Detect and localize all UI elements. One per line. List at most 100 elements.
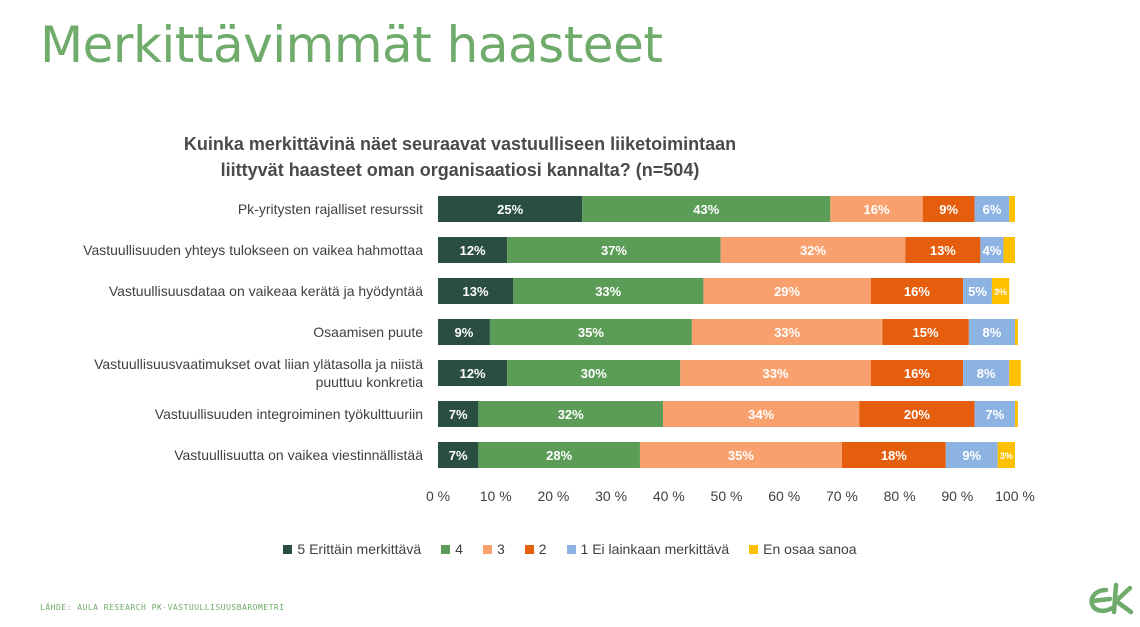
category-label: Vastuullisuusdataa on vaikeaa kerätä ja … (109, 283, 423, 299)
bar-segment (582, 196, 831, 222)
bar-segment (1009, 196, 1015, 222)
source-note: LÄHDE: AULA RESEARCH PK-VASTUULLISUUSBAR… (40, 603, 285, 612)
legend-item: 2 (524, 541, 547, 557)
bar-segment (1003, 237, 1015, 263)
x-tick-label: 40 % (653, 488, 685, 504)
data-label: 6% (983, 202, 1002, 217)
data-label: 35% (578, 325, 604, 340)
stacked-bar-chart: Pk-yritysten rajalliset resurssit 25% 43% 1… (83, 196, 1035, 504)
x-tick-label: 30 % (595, 488, 627, 504)
bar-segment (438, 196, 583, 222)
data-label: 33% (774, 325, 800, 340)
chart-title-line: liittyvät haasteet oman organisaatiosi k… (220, 160, 700, 180)
bar-segment (438, 278, 514, 304)
legend-swatch (283, 544, 293, 554)
x-tick-label: 20 % (537, 488, 569, 504)
category-label: Osaamisen puute (313, 324, 423, 340)
data-label: 32% (558, 407, 584, 422)
legend-label: 3 (496, 541, 505, 557)
data-label: 29% (774, 284, 800, 299)
legend-swatch (566, 544, 576, 554)
data-label: 7% (449, 407, 468, 422)
category-label: Pk-yritysten rajalliset resurssit (238, 201, 423, 217)
bar-segment (974, 401, 1015, 427)
data-label: 4% (983, 243, 1002, 258)
bar-segment (963, 360, 1010, 386)
bar-segment (663, 401, 860, 427)
bar-segment (438, 319, 490, 345)
legend-label: En osaa sanoa (763, 541, 857, 557)
data-label: 3% (994, 287, 1007, 297)
bar-segment (513, 278, 704, 304)
data-label: 34% (748, 407, 774, 422)
bar-segment (478, 401, 664, 427)
data-label: 43% (693, 202, 719, 217)
data-label: 32% (800, 243, 826, 258)
legend-item: 3 (482, 541, 505, 557)
data-label: 7% (985, 407, 1004, 422)
x-tick-label: 10 % (480, 488, 512, 504)
category-label: Vastuullisuuden integroiminen työkulttuu… (155, 406, 423, 422)
data-label: 5% (968, 284, 987, 299)
x-tick-label: 80 % (884, 488, 916, 504)
category-label: Vastuullisuusvaatimukset ovat liian ylät… (94, 356, 423, 390)
x-tick-label: 50 % (711, 488, 743, 504)
legend-item: 4 (441, 541, 463, 557)
data-label: 16% (904, 366, 930, 381)
bar-segment (438, 442, 479, 468)
bar-segment (945, 442, 998, 468)
data-label: 20% (904, 407, 930, 422)
data-label: 16% (904, 284, 930, 299)
data-label: 9% (939, 202, 958, 217)
data-label: 33% (595, 284, 621, 299)
x-tick-label: 0 % (426, 488, 450, 504)
data-label: 3% (1000, 451, 1013, 461)
legend-label: 2 (538, 541, 547, 557)
bar-segment (841, 442, 946, 468)
bar-segment (489, 319, 692, 345)
data-label: 13% (462, 284, 488, 299)
x-tick-label: 60 % (768, 488, 800, 504)
bar-segment (703, 278, 871, 304)
legend-label: 4 (455, 541, 463, 557)
ek-logo-icon (1089, 582, 1134, 615)
legend-swatch (524, 544, 534, 554)
bar-segment (997, 442, 1015, 468)
legend-swatch (441, 544, 451, 554)
bar-segment (922, 196, 975, 222)
bar-segment (991, 278, 1010, 304)
chart-legend: 5 Erittäin merkittävä 4 3 2 1 Ei lainkaan me… (0, 541, 1140, 557)
category-label: Vastuullisuuden yhteys tulokseen on vaik… (83, 242, 423, 258)
data-label: 18% (881, 448, 907, 463)
bar-segment (963, 278, 992, 304)
data-label: 13% (930, 243, 956, 258)
bar-segment (870, 360, 964, 386)
bar-segment (859, 401, 975, 427)
bar-segment (882, 319, 969, 345)
bar-segment (507, 360, 681, 386)
legend-swatch (749, 544, 759, 554)
x-tick-label: 100 % (995, 488, 1035, 504)
data-label: 9% (455, 325, 474, 340)
data-label: 33% (763, 366, 789, 381)
legend-swatch (482, 544, 492, 554)
data-label: 12% (460, 366, 486, 381)
bar-segment (478, 442, 640, 468)
bar-segment (438, 360, 508, 386)
data-label: 7% (449, 448, 468, 463)
bar-segment (968, 319, 1015, 345)
chart-title: Kuinka merkittävinä näet seuraavat vastu… (150, 131, 770, 183)
chart-title-line: Kuinka merkittävinä näet seuraavat vastu… (183, 134, 737, 154)
legend-label: 1 Ei lainkaan merkittävä (580, 541, 730, 557)
bar-segment (980, 237, 1004, 263)
legend-item: 5 Erittäin merkittävä (283, 541, 421, 557)
data-label: 25% (497, 202, 523, 217)
bar-segment (507, 237, 721, 263)
data-label: 28% (546, 448, 572, 463)
bar-segment (830, 196, 923, 222)
bar-segment (1015, 319, 1018, 345)
bar-segment (438, 237, 508, 263)
x-tick-label: 70 % (826, 488, 858, 504)
data-label: 8% (983, 325, 1002, 340)
bar-segment (438, 401, 479, 427)
